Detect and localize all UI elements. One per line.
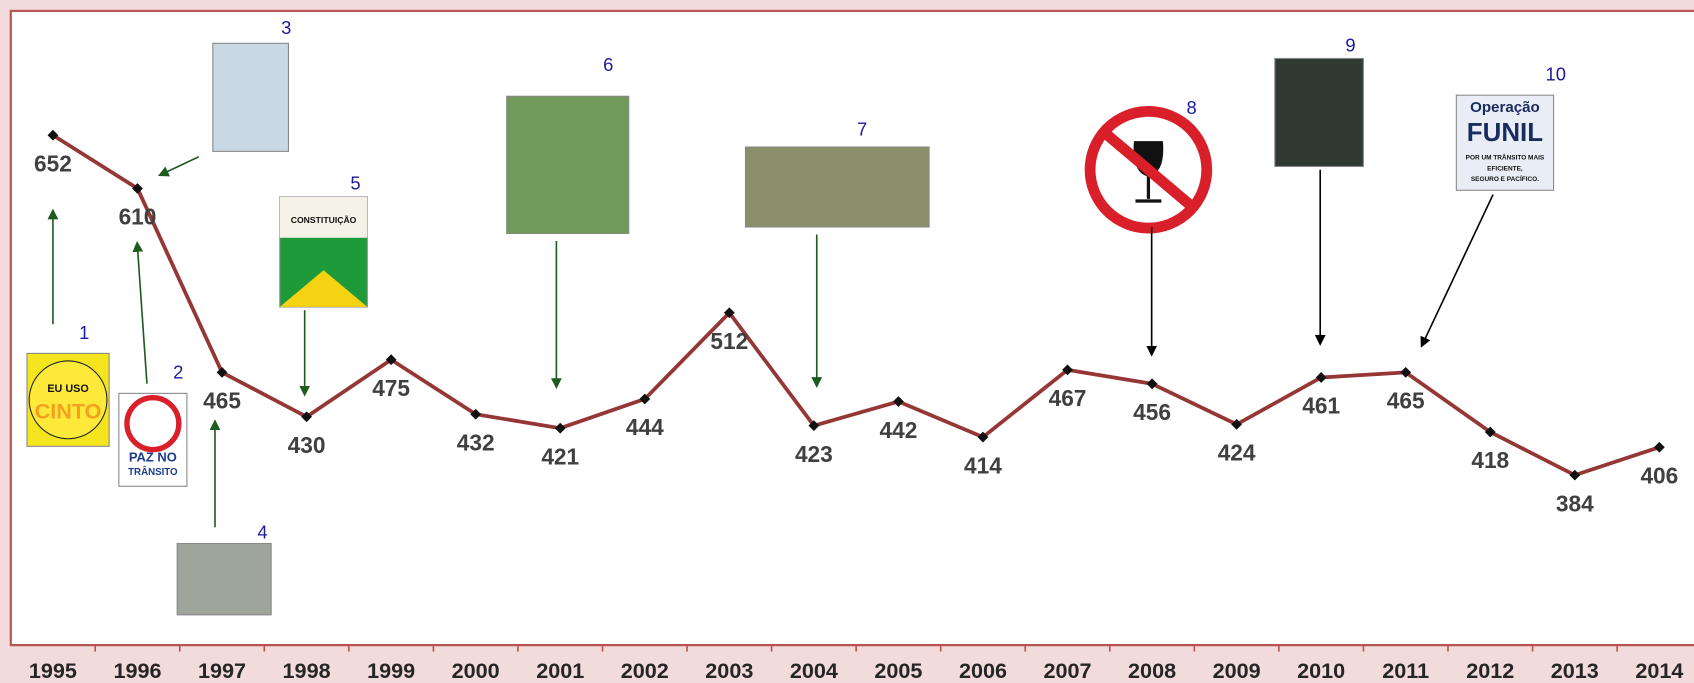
data-label: 406 <box>1640 462 1678 488</box>
data-label: 430 <box>288 432 326 458</box>
annotation-image <box>1275 58 1364 166</box>
annotation-image <box>507 96 629 233</box>
annotation-number: 6 <box>603 54 613 75</box>
annotation-number: 7 <box>857 119 867 140</box>
x-tick-label: 2007 <box>1043 658 1091 683</box>
x-tick-label: 2006 <box>959 658 1007 683</box>
annotation-number: 1 <box>79 322 89 343</box>
x-tick-label: 2003 <box>705 658 753 683</box>
data-label: 432 <box>457 429 495 455</box>
annotation-number: 3 <box>281 17 291 38</box>
annotation-image <box>745 147 929 227</box>
annotation-image-text: PAZ NO <box>129 450 177 465</box>
annotation-image <box>127 398 179 450</box>
annotation-number: 8 <box>1187 97 1197 118</box>
annotation-image-text: SEGURO E PACÍFICO. <box>1471 174 1539 183</box>
annotation-image-text: CONSTITUIÇÃO <box>291 215 357 225</box>
x-tick-label: 2004 <box>790 658 838 683</box>
annotation-number: 10 <box>1546 64 1566 85</box>
data-label: 414 <box>964 452 1002 478</box>
data-label: 461 <box>1302 393 1340 419</box>
annotation-image-text: EU USO <box>47 383 88 395</box>
x-tick-label: 2013 <box>1551 658 1599 683</box>
chart: EU USO CINTO 1 PAZ NOTRÂNSITO 2 3 4 CONSTITUIÇÃ… <box>0 0 1694 683</box>
x-tick-label: 2012 <box>1466 658 1514 683</box>
x-tick-label: 2010 <box>1297 658 1345 683</box>
annotation-number: 9 <box>1345 34 1355 55</box>
annotation-number: 5 <box>350 173 360 194</box>
x-tick-label: 1999 <box>367 658 415 683</box>
x-tick-label: 2005 <box>874 658 922 683</box>
data-label: 384 <box>1556 490 1594 516</box>
annotation-image <box>177 544 271 615</box>
page: {"chart_data": {"type": "line", "categor… <box>0 0 1694 683</box>
annotation-image-text: POR UM TRÂNSITO MAIS <box>1466 153 1545 162</box>
annotation-image <box>213 43 289 151</box>
annotation-image-text: EFICIENTE, <box>1487 165 1523 172</box>
x-tick-label: 1996 <box>113 658 161 683</box>
data-label: 444 <box>626 414 664 440</box>
annotation-image-text: CINTO <box>35 399 102 424</box>
data-label: 456 <box>1133 399 1171 425</box>
x-tick-label: 2002 <box>621 658 669 683</box>
data-label: 610 <box>119 204 157 230</box>
data-label: 465 <box>203 388 241 414</box>
annotation-number: 4 <box>257 522 267 543</box>
annotation-image-text: FUNIL <box>1467 119 1543 147</box>
x-tick-label: 2014 <box>1635 658 1683 683</box>
x-tick-label: 2000 <box>452 658 500 683</box>
x-tick-label: 2011 <box>1382 658 1429 683</box>
data-label: 442 <box>880 417 918 443</box>
x-tick-label: 2001 <box>536 658 584 683</box>
data-label: 424 <box>1218 440 1256 466</box>
data-label: 467 <box>1049 385 1087 411</box>
x-tick-label: 2009 <box>1213 658 1261 683</box>
data-label: 465 <box>1387 388 1425 414</box>
x-tick-label: 2008 <box>1128 658 1176 683</box>
data-label: 423 <box>795 441 833 467</box>
annotation-number: 2 <box>173 362 183 383</box>
data-label: 475 <box>372 375 410 401</box>
annotation-image-text: Operação <box>1470 99 1540 116</box>
data-label: 421 <box>541 443 579 469</box>
annotation-image-text: TRÂNSITO <box>128 466 178 478</box>
data-label: 418 <box>1471 447 1509 473</box>
data-label: 652 <box>34 150 72 176</box>
x-tick-label: 1998 <box>283 658 331 683</box>
data-label: 512 <box>710 328 748 354</box>
x-tick-label: 1997 <box>198 658 246 683</box>
x-tick-label: 1995 <box>29 658 77 683</box>
